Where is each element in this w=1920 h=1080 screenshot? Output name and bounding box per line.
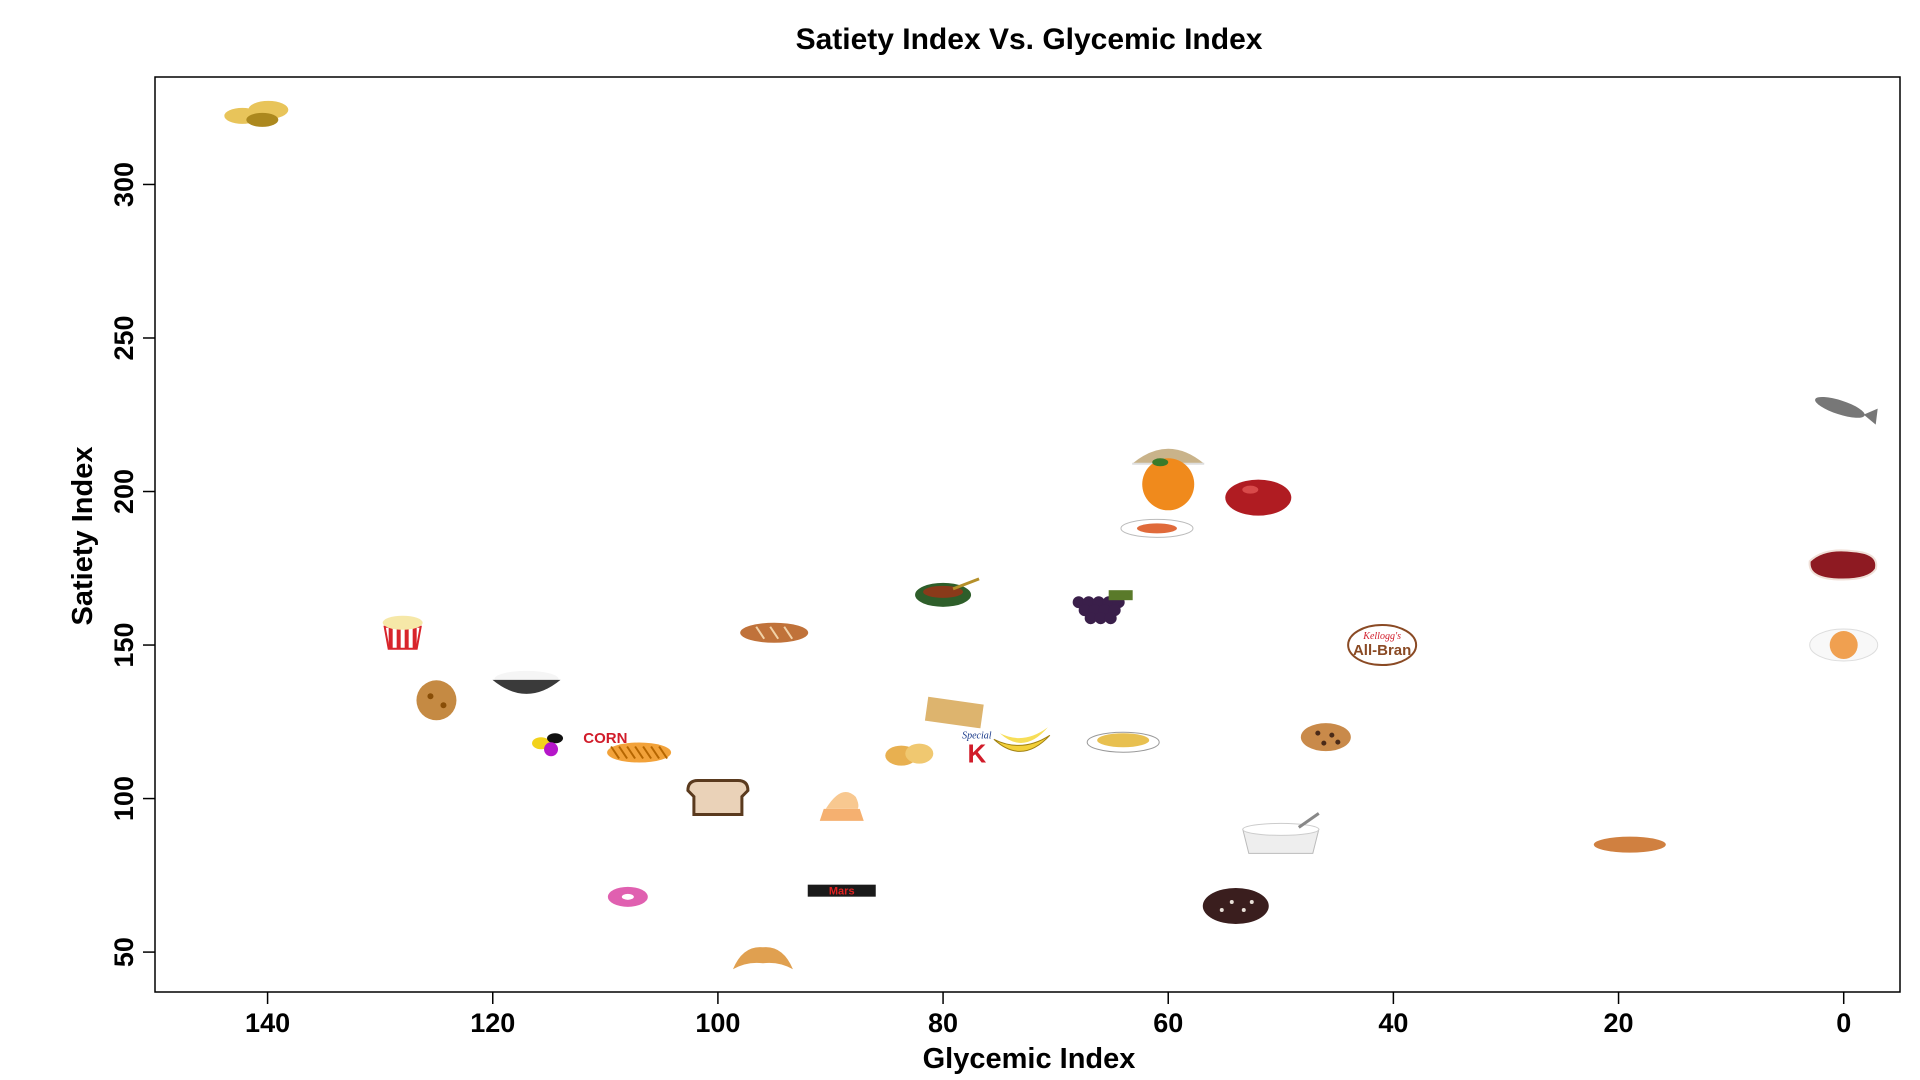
y-tick-label: 150 xyxy=(109,623,139,668)
apple-icon xyxy=(1225,479,1292,516)
bread-loaf-icon xyxy=(740,622,809,643)
special-k-label: Special xyxy=(962,730,992,741)
y-axis: 50 100 150 200 250 300 xyxy=(109,162,155,967)
cornflakes-icon: CORN xyxy=(581,725,630,750)
plot-frame xyxy=(154,76,1901,993)
beans-plate-icon xyxy=(1120,518,1194,538)
x-tick-label: 120 xyxy=(470,1008,515,1038)
orange-icon xyxy=(1142,458,1195,511)
x-tick-label: 80 xyxy=(928,1008,958,1038)
special-k-letter: K xyxy=(967,738,986,768)
candy-bar-label: Mars xyxy=(829,886,855,898)
x-tick-label: 0 xyxy=(1836,1008,1851,1038)
y-tick-label: 200 xyxy=(109,469,139,514)
fish-icon xyxy=(1815,396,1878,425)
fries-icon xyxy=(607,742,672,763)
lentils-icon xyxy=(1593,836,1666,853)
popcorn-icon xyxy=(382,615,423,650)
potato-icon xyxy=(224,100,289,127)
y-tick-label: 250 xyxy=(109,315,139,360)
y-tick-label: 100 xyxy=(109,776,139,821)
cookie-icon xyxy=(1300,723,1351,752)
all-bran-label: All-Bran xyxy=(1353,642,1411,659)
kelloggs-label: Kellogg's xyxy=(1362,631,1401,642)
y-tick-label: 300 xyxy=(109,162,139,207)
chart-title: Satiety Index Vs. Glycemic Index xyxy=(796,23,1263,56)
lentil-bowl-icon xyxy=(915,577,980,607)
egg-icon xyxy=(1809,628,1879,662)
x-tick-label: 40 xyxy=(1378,1008,1408,1038)
jellybeans-icon xyxy=(532,733,564,757)
y-tick-label: 50 xyxy=(109,937,139,967)
croissant-icon xyxy=(732,947,793,970)
steak-icon xyxy=(1808,549,1878,581)
bread-icon xyxy=(686,779,750,817)
x-axis: 140 120 100 80 60 40 20 0 xyxy=(245,992,1851,1038)
y-axis-label: Satiety Index xyxy=(67,447,99,626)
yogurt-icon xyxy=(1242,812,1320,854)
chips-icon xyxy=(885,743,934,766)
x-tick-label: 140 xyxy=(245,1008,290,1038)
rice-bowl-icon xyxy=(492,670,561,694)
pasta-icon xyxy=(1086,731,1160,753)
water-cracker-icon xyxy=(924,696,984,729)
cake-icon xyxy=(1202,888,1269,925)
cracker-icon xyxy=(416,680,457,721)
x-tick-label: 100 xyxy=(695,1008,740,1038)
banana-icon xyxy=(993,727,1051,752)
x-tick-label: 20 xyxy=(1604,1008,1634,1038)
grapes-icon xyxy=(1072,590,1133,625)
candy-bar-icon: Mars xyxy=(807,884,876,898)
ice-cream-icon xyxy=(819,791,864,821)
x-axis-label: Glycemic Index xyxy=(923,1043,1136,1075)
cornflakes-label: CORN xyxy=(583,730,627,747)
donut-icon xyxy=(607,886,648,907)
x-tick-label: 60 xyxy=(1153,1008,1183,1038)
